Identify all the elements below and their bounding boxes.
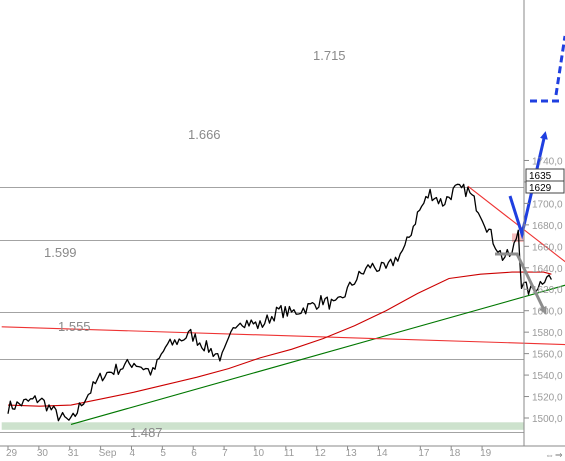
support-zone bbox=[1, 422, 524, 430]
x-tick-label-15: 19 bbox=[480, 448, 492, 459]
price-tag-upper: 1635 bbox=[529, 171, 552, 182]
bull-projection-arrow bbox=[508, 131, 548, 240]
price-tag-lower-box bbox=[525, 180, 565, 194]
scroll-arrows[interactable]: ⇔ ⇒ bbox=[545, 450, 563, 460]
zones-layer bbox=[1, 233, 524, 430]
x-tick-label-1: 30 bbox=[37, 448, 49, 459]
y-tick-label-2: 1540,0 bbox=[532, 371, 563, 382]
support-trend bbox=[70, 284, 565, 425]
y-tick-label-5: 1600,0 bbox=[532, 307, 563, 318]
y-tick-label-3: 1560,0 bbox=[532, 350, 563, 361]
moving-average-line bbox=[7, 271, 552, 407]
x-axis: 29 30 31 Sep 4 5 6 7 10 11 12 13 14 17 18 19 bbox=[6, 446, 492, 459]
labels-layer: 1.715 1.666 1.599 1.555 1.487 bbox=[44, 48, 346, 440]
x-tick-label-6: 6 bbox=[191, 448, 197, 459]
y-tick-label-10: 1700,0 bbox=[532, 199, 563, 210]
x-tick-label-4: 4 bbox=[129, 448, 135, 459]
level-label-2: 1.599 bbox=[44, 245, 77, 260]
resistance-zone bbox=[512, 233, 524, 243]
price-line bbox=[7, 183, 552, 422]
y-tick-label-8: 1660,0 bbox=[532, 242, 563, 253]
x-tick-label-9: 11 bbox=[284, 448, 295, 459]
lines-layer bbox=[1, 185, 565, 425]
level-label-3: 1.555 bbox=[58, 319, 91, 334]
y-tick-label-6: 1620,0 bbox=[532, 285, 563, 296]
x-tick-label-8: 10 bbox=[253, 448, 265, 459]
bull-extension-dash bbox=[554, 35, 565, 96]
bear-projection-arrow bbox=[495, 252, 547, 315]
x-tick-label-10: 12 bbox=[315, 448, 327, 459]
y-tick-label-12: 1740,0 bbox=[532, 156, 563, 167]
scroll-left-icon[interactable]: ⇔ bbox=[545, 450, 554, 460]
level-label-0: 1.715 bbox=[313, 48, 346, 63]
x-tick-label-5: 5 bbox=[160, 448, 166, 459]
scroll-right-icon[interactable]: ⇒ bbox=[555, 450, 563, 460]
level-label-1: 1.666 bbox=[188, 127, 221, 142]
y-tick-label-9: 1680,0 bbox=[532, 221, 563, 232]
grid-layer bbox=[0, 187, 524, 433]
x-tick-label-11: 13 bbox=[346, 448, 358, 459]
descending-resistance bbox=[467, 185, 565, 263]
price-tags: 1635 1629 bbox=[525, 168, 565, 194]
y-tick-label-4: 1580,0 bbox=[532, 328, 563, 339]
arrows-layer bbox=[495, 35, 565, 315]
x-tick-label-12: 14 bbox=[376, 448, 388, 459]
x-tick-label-0: 29 bbox=[6, 448, 18, 459]
price-tag-lower: 1629 bbox=[529, 183, 552, 194]
x-tick-label-2: 31 bbox=[68, 448, 80, 459]
y-tick-label-0: 1500,0 bbox=[532, 414, 563, 425]
x-tick-label-14: 18 bbox=[449, 448, 461, 459]
x-tick-label-7: 7 bbox=[222, 448, 228, 459]
falling-line bbox=[1, 326, 565, 346]
y-tick-label-7: 1640,0 bbox=[532, 264, 563, 275]
y-tick-label-1: 1520,0 bbox=[532, 393, 563, 404]
level-label-4: 1.487 bbox=[130, 425, 163, 440]
price-layer bbox=[7, 183, 552, 422]
x-tick-label-13: 17 bbox=[418, 448, 430, 459]
x-tick-label-3: Sep bbox=[99, 448, 117, 459]
